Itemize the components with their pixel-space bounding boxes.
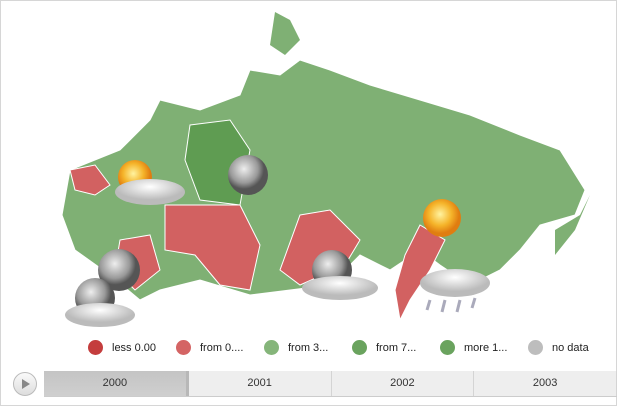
timeline-year[interactable]: 2002	[331, 371, 475, 396]
region-red-far-east[interactable]	[394, 224, 446, 322]
legend-label: from 3...	[288, 341, 329, 354]
moon-cloud-icon	[65, 278, 135, 327]
sun-icon	[423, 199, 461, 237]
legend-item[interactable]: from 7...	[352, 340, 426, 355]
legend-label: from 0....	[200, 341, 244, 354]
legend-swatch	[264, 340, 279, 355]
legend-label: less 0.00	[112, 341, 157, 354]
legend-item[interactable]: more 1...	[440, 340, 514, 355]
timeline-year[interactable]: 2001	[188, 371, 332, 396]
timeline[interactable]: 2000 2001 2002 2003	[44, 371, 617, 397]
legend-label: no data	[552, 341, 589, 354]
kamchatka[interactable]	[555, 195, 590, 255]
moon-cloud-icon	[302, 250, 378, 300]
sun-cloud-icon	[115, 160, 185, 205]
legend-swatch	[176, 340, 191, 355]
legend: less 0.00 from 0.... from 3... from 7... mor…	[88, 340, 616, 355]
legend-swatch	[88, 340, 103, 355]
legend-item[interactable]: from 0....	[176, 340, 250, 355]
legend-swatch	[528, 340, 543, 355]
legend-item[interactable]: less 0.00	[88, 340, 162, 355]
play-button[interactable]	[13, 372, 37, 396]
timeline-year[interactable]: 2000	[44, 371, 189, 396]
cloud-rain-icon	[420, 269, 490, 313]
legend-swatch	[440, 340, 455, 355]
region-red-central[interactable]	[164, 204, 261, 291]
novaya-zemlya[interactable]	[270, 12, 300, 55]
legend-item[interactable]: from 3...	[264, 340, 338, 355]
region-red-karelia[interactable]	[69, 164, 111, 196]
moon-icon	[98, 249, 140, 291]
legend-item[interactable]: no data	[528, 340, 602, 355]
legend-swatch	[352, 340, 367, 355]
legend-label: from 7...	[376, 341, 417, 354]
moon-icon	[228, 155, 268, 195]
russia-map[interactable]	[0, 0, 617, 340]
legend-label: more 1...	[464, 341, 508, 354]
timeline-year[interactable]: 2003	[474, 371, 617, 396]
